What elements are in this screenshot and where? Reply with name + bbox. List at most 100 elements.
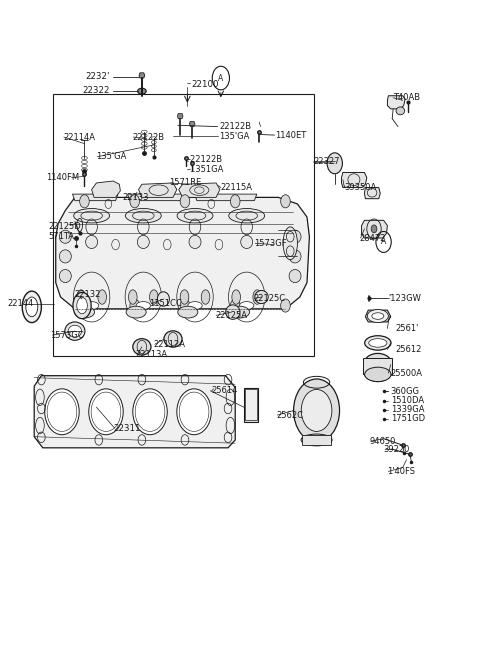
Polygon shape <box>139 73 145 78</box>
Ellipse shape <box>85 235 97 248</box>
Polygon shape <box>341 173 367 187</box>
Circle shape <box>80 299 89 312</box>
Text: 2561': 2561' <box>396 324 419 333</box>
Ellipse shape <box>255 290 268 304</box>
Ellipse shape <box>229 306 250 318</box>
Circle shape <box>180 194 190 208</box>
Ellipse shape <box>229 208 264 223</box>
Ellipse shape <box>157 292 169 306</box>
Ellipse shape <box>138 88 146 94</box>
Circle shape <box>230 299 240 312</box>
Ellipse shape <box>177 389 211 435</box>
Circle shape <box>371 225 377 233</box>
Polygon shape <box>194 194 257 200</box>
Text: 1339GA: 1339GA <box>391 405 424 415</box>
Ellipse shape <box>301 434 332 446</box>
Text: T40AB: T40AB <box>393 93 420 102</box>
Text: -22122B: -22122B <box>187 155 222 164</box>
Text: 22125A: 22125A <box>215 311 247 320</box>
Text: 2232': 2232' <box>85 72 110 81</box>
Text: 1'40FS: 1'40FS <box>387 467 415 476</box>
Ellipse shape <box>73 292 91 319</box>
Polygon shape <box>179 183 220 197</box>
Ellipse shape <box>65 322 85 340</box>
Text: 22311: 22311 <box>113 424 141 433</box>
Text: 22125C: 22125C <box>253 294 286 303</box>
Text: 25500A: 25500A <box>391 369 423 378</box>
Polygon shape <box>72 194 118 200</box>
Text: 1510DA: 1510DA <box>391 396 424 405</box>
Ellipse shape <box>365 367 391 382</box>
Text: 25614: 25614 <box>211 386 238 396</box>
Bar <box>302 435 331 445</box>
Circle shape <box>281 299 290 312</box>
Ellipse shape <box>369 338 387 347</box>
Ellipse shape <box>77 290 85 304</box>
Text: 22125D: 22125D <box>48 221 81 231</box>
Text: 571TA: 571TA <box>48 231 74 240</box>
Ellipse shape <box>22 291 41 323</box>
Text: 1151CC: 1151CC <box>149 299 182 308</box>
Text: 39350A: 39350A <box>344 183 376 192</box>
Polygon shape <box>139 183 177 197</box>
Bar <box>245 390 257 420</box>
Ellipse shape <box>150 290 158 304</box>
Text: A: A <box>218 74 224 83</box>
Text: 28472: 28472 <box>360 233 386 242</box>
Bar <box>244 388 258 422</box>
Text: 22144: 22144 <box>8 299 34 308</box>
Text: 39220: 39220 <box>384 445 410 454</box>
Polygon shape <box>364 187 380 198</box>
Circle shape <box>294 379 339 442</box>
Circle shape <box>80 194 89 208</box>
Text: 1573GC: 1573GC <box>50 330 84 340</box>
Circle shape <box>327 153 342 173</box>
Text: 360GG: 360GG <box>391 387 420 396</box>
Bar <box>53 94 314 356</box>
Text: '123GW: '123GW <box>388 294 421 303</box>
Polygon shape <box>34 376 235 448</box>
Circle shape <box>230 194 240 208</box>
Ellipse shape <box>60 230 72 243</box>
Ellipse shape <box>178 306 198 318</box>
Text: 135'GA: 135'GA <box>96 152 127 161</box>
Ellipse shape <box>188 302 202 309</box>
Ellipse shape <box>177 208 213 223</box>
Circle shape <box>281 194 290 208</box>
Ellipse shape <box>289 230 301 243</box>
Text: 22327: 22327 <box>313 158 340 166</box>
Ellipse shape <box>189 235 201 248</box>
Text: 1140ET: 1140ET <box>276 131 307 139</box>
Ellipse shape <box>60 250 72 263</box>
Polygon shape <box>56 197 310 309</box>
Bar <box>363 358 392 374</box>
Polygon shape <box>128 194 190 200</box>
Text: 22133: 22133 <box>123 193 149 202</box>
Ellipse shape <box>133 389 167 435</box>
Polygon shape <box>361 220 387 238</box>
Ellipse shape <box>283 227 298 260</box>
Ellipse shape <box>201 290 210 304</box>
Ellipse shape <box>367 309 388 323</box>
Circle shape <box>180 299 190 312</box>
Text: 1751GD: 1751GD <box>391 415 425 424</box>
Ellipse shape <box>133 338 151 355</box>
Ellipse shape <box>396 107 405 115</box>
Ellipse shape <box>240 302 254 309</box>
Polygon shape <box>387 96 405 109</box>
Text: 22322: 22322 <box>82 86 110 95</box>
Ellipse shape <box>240 235 252 248</box>
Ellipse shape <box>125 208 161 223</box>
Ellipse shape <box>98 290 107 304</box>
Ellipse shape <box>365 353 391 372</box>
Text: 2562C: 2562C <box>276 411 303 420</box>
Ellipse shape <box>89 389 123 435</box>
Ellipse shape <box>365 336 391 350</box>
Polygon shape <box>365 310 391 322</box>
Text: A: A <box>381 237 386 246</box>
Ellipse shape <box>84 302 99 309</box>
Text: 94650: 94650 <box>369 437 396 445</box>
Polygon shape <box>189 122 195 127</box>
Ellipse shape <box>26 297 38 317</box>
Text: 22122B: 22122B <box>132 133 165 141</box>
